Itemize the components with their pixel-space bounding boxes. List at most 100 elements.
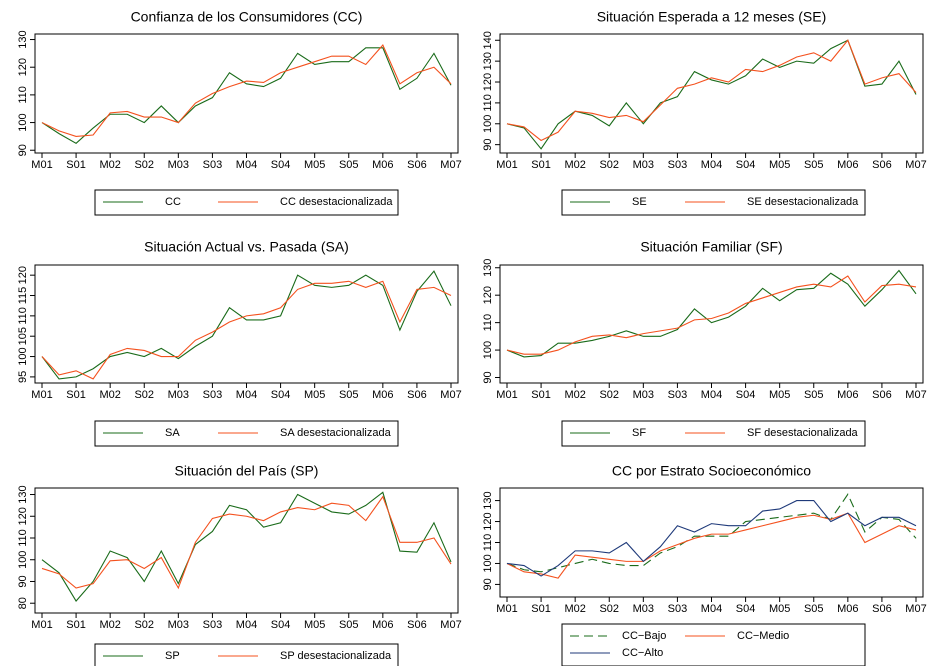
x-tick-label: M02 [564,389,585,401]
x-tick-label: S06 [407,389,427,401]
legend-label: SE [632,196,647,208]
x-tick-label: S04 [271,159,291,171]
x-tick-label: M04 [701,159,722,171]
series-line [41,280,452,380]
y-tick-label: 110 [482,534,494,552]
x-tick-label: S03 [668,389,688,401]
x-tick-label: S01 [531,159,551,171]
x-tick-label: S05 [339,389,359,401]
x-tick-label: M07 [440,389,461,401]
plot-frame [34,487,459,614]
x-tick-label: S05 [804,389,824,401]
x-tick-label: M06 [372,159,393,171]
x-tick-label: S02 [134,619,154,631]
x-tick-label: S04 [736,389,756,401]
x-tick-label: M07 [905,603,926,615]
x-tick-label: M05 [304,389,325,401]
x-tick-label: M01 [496,389,517,401]
chart-title: Situación Esperada a 12 meses (SE) [597,9,827,25]
legend-box [561,420,866,447]
x-tick-label: M03 [633,389,654,401]
x-tick-label: M07 [440,159,461,171]
plot-frame [499,33,924,154]
y-tick-label: 100 [482,554,494,572]
legend-label: CC−Medio [737,630,789,642]
y-tick-label: 80 [17,597,29,609]
x-tick-label: S03 [203,159,223,171]
y-tick-label: 105 [17,327,29,345]
series-line [41,270,452,380]
x-tick-label: S01 [531,389,551,401]
x-tick-label: S04 [271,619,291,631]
x-tick-label: M05 [769,389,790,401]
y-tick-label: 100 [17,551,29,569]
x-tick-label: S02 [599,603,619,615]
x-tick-label: M02 [99,159,120,171]
x-tick-label: S03 [203,619,223,631]
x-tick-label: S01 [531,603,551,615]
x-tick-label: M05 [304,619,325,631]
legend-box [94,189,399,216]
x-tick-label: S05 [804,159,824,171]
x-tick-label: M06 [837,603,858,615]
x-tick-label: M05 [769,159,790,171]
x-tick-label: M03 [168,389,189,401]
x-tick-label: M06 [837,159,858,171]
legend-label: SF [632,427,646,439]
x-tick-label: M01 [496,159,517,171]
x-tick-label: S05 [804,603,824,615]
x-tick-label: S06 [407,159,427,171]
x-tick-label: S04 [271,389,291,401]
x-tick-label: M07 [905,389,926,401]
legend-label: CC−Alto [622,647,663,659]
series-line [41,47,452,144]
y-tick-label: 120 [17,58,29,76]
x-tick-label: M04 [701,603,722,615]
y-tick-label: 120 [482,73,494,91]
y-tick-label: 110 [17,529,29,547]
legend-label: SF desestacionalizada [747,427,859,439]
x-tick-label: S05 [339,619,359,631]
x-tick-label: M03 [633,159,654,171]
y-tick-label: 95 [17,371,29,383]
x-tick-label: M07 [440,619,461,631]
x-tick-label: M01 [496,603,517,615]
series-line [41,495,452,590]
x-tick-label: M04 [236,619,257,631]
y-tick-label: 110 [17,86,29,104]
x-tick-label: S01 [66,389,86,401]
x-tick-label: M06 [372,389,393,401]
y-tick-label: 130 [482,259,494,277]
x-tick-label: M02 [564,159,585,171]
chart-title: Situación Familiar (SF) [640,239,782,255]
series-line [506,39,917,142]
x-tick-label: M03 [168,159,189,171]
x-tick-label: S06 [872,603,892,615]
x-tick-label: M07 [905,159,926,171]
y-tick-label: 110 [17,307,29,325]
y-tick-label: 90 [482,371,494,383]
legend-box [561,189,866,216]
x-tick-label: S06 [407,619,427,631]
x-tick-label: S02 [599,389,619,401]
legend-label: SP [165,650,180,662]
y-tick-label: 140 [482,31,494,49]
y-tick-label: 100 [17,113,29,131]
legend-box [94,420,399,447]
y-tick-label: 120 [17,266,29,284]
y-tick-label: 90 [17,144,29,156]
x-tick-label: S01 [66,619,86,631]
x-tick-label: S04 [736,603,756,615]
x-tick-label: M01 [31,159,52,171]
x-tick-label: S03 [203,389,223,401]
x-tick-label: M01 [31,389,52,401]
legend-label: SA desestacionalizada [280,427,392,439]
legend-box [94,643,399,666]
x-tick-label: S01 [66,159,86,171]
x-tick-label: S06 [872,159,892,171]
x-tick-label: M05 [769,603,790,615]
y-tick-label: 120 [482,512,494,530]
series-line [506,275,917,355]
y-tick-label: 90 [482,139,494,151]
